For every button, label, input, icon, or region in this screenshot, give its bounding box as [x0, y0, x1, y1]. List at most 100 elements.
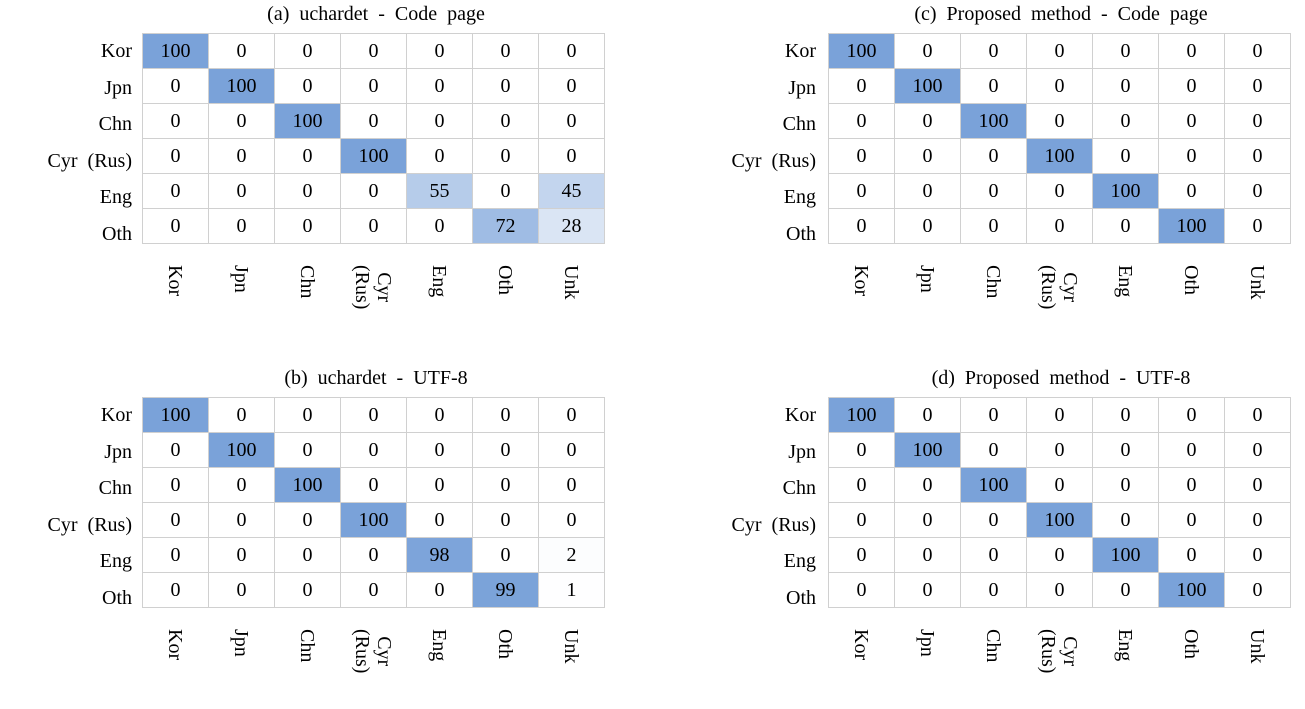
column-label-text: Chn: [982, 629, 1004, 663]
matrix-cell: 0: [538, 397, 605, 433]
matrix-cell: 0: [894, 537, 961, 573]
heatmap-panel-a: (a) uchardet - Code page Kor Jpn Chn Cyr (R…: [0, 0, 640, 345]
row-labels: Kor Jpn Chn Cyr (Rus) Eng Oth: [0, 33, 132, 252]
matrix-cell: 0: [274, 432, 341, 468]
matrix-cell: 0: [1092, 103, 1159, 139]
matrix-row: 0 0 0 0 100 0 0: [828, 173, 1291, 209]
column-label-text: Oth: [1180, 629, 1202, 659]
column-label: Oth: [1158, 265, 1224, 325]
matrix-cell: 0: [1224, 467, 1291, 503]
column-label: Eng: [406, 629, 472, 689]
matrix-row: 0 0 0 100 0 0 0: [828, 138, 1291, 174]
column-label-text: Eng: [1114, 629, 1136, 662]
matrix-row: 0 0 100 0 0 0 0: [828, 467, 1291, 503]
matrix-cell: 0: [406, 467, 473, 503]
matrix-cell: 100: [274, 103, 341, 139]
matrix-cell: 100: [894, 68, 961, 104]
matrix-cell: 0: [340, 572, 407, 608]
matrix-row: 0 0 0 0 0 99 1: [142, 572, 605, 608]
column-label: Kor: [142, 629, 208, 689]
column-labels: Kor Jpn Chn Cyr (Rus) Eng Oth Unk: [828, 629, 1294, 699]
column-label: Chn: [960, 629, 1026, 689]
matrix-cell: 0: [1224, 208, 1291, 244]
matrix-cell: 0: [1026, 467, 1093, 503]
matrix-cell: 0: [1092, 33, 1159, 69]
matrix-cell: 0: [894, 572, 961, 608]
matrix-cell: 0: [1026, 208, 1093, 244]
matrix-cell: 0: [1026, 68, 1093, 104]
row-label: Chn: [98, 477, 132, 499]
column-label: Cyr (Rus): [1026, 265, 1092, 325]
row-label: Cyr (Rus): [47, 513, 132, 536]
panel-title: (a) uchardet - Code page: [267, 3, 485, 25]
matrix-cell: 0: [1158, 397, 1225, 433]
matrix-cell: 0: [340, 397, 407, 433]
matrix-cell: 0: [828, 68, 895, 104]
matrix-row: 0 0 0 0 0 100 0: [828, 572, 1291, 608]
column-label-text: Unk: [560, 629, 582, 664]
matrix-cell: 0: [208, 173, 275, 209]
matrix-cell: 0: [208, 208, 275, 244]
column-label-text: Kor: [850, 265, 872, 297]
row-label: Eng: [783, 186, 816, 208]
row-label: Eng: [99, 186, 132, 208]
matrix-cell: 0: [274, 173, 341, 209]
matrix-cell: 0: [1224, 103, 1291, 139]
matrix-cell: 0: [1026, 103, 1093, 139]
matrix-cell: 100: [1092, 173, 1159, 209]
matrix-cell: 0: [406, 33, 473, 69]
matrix-cell: 0: [1158, 33, 1225, 69]
matrix-cell: 0: [894, 397, 961, 433]
column-label-text: Chn: [296, 629, 318, 663]
matrix-cell: 0: [538, 103, 605, 139]
matrix-cell: 100: [208, 432, 275, 468]
matrix-row: 0 0 0 0 0 100 0: [828, 208, 1291, 244]
matrix-cell: 0: [960, 138, 1027, 174]
matrix-cell: 0: [472, 537, 539, 573]
matrix-row: 0 100 0 0 0 0 0: [828, 432, 1291, 468]
matrix-cell: 0: [828, 537, 895, 573]
matrix-cell: 100: [1158, 572, 1225, 608]
matrix-cell: 100: [340, 138, 407, 174]
matrix-row: 0 100 0 0 0 0 0: [828, 68, 1291, 104]
matrix-row: 0 100 0 0 0 0 0: [142, 68, 605, 104]
matrix-cell: 99: [472, 572, 539, 608]
matrix-cell: 0: [142, 68, 209, 104]
matrix-cell: 0: [142, 173, 209, 209]
matrix-cell: 0: [472, 432, 539, 468]
row-label: Kor: [100, 404, 132, 426]
matrix-cell: 0: [894, 208, 961, 244]
column-label-text: Jpn: [230, 265, 252, 293]
matrix-cell: 1: [538, 572, 605, 608]
row-label: Jpn: [788, 440, 816, 463]
matrix-cell: 0: [894, 33, 961, 69]
column-labels: Kor Jpn Chn Cyr (Rus) Eng Oth Unk: [828, 265, 1294, 335]
matrix-cell: 0: [1224, 173, 1291, 209]
row-labels: Kor Jpn Chn Cyr (Rus) Eng Oth: [660, 397, 816, 616]
matrix-cell: 0: [1224, 537, 1291, 573]
matrix-cell: 0: [274, 397, 341, 433]
column-label-text: Oth: [494, 265, 516, 295]
matrix-cell: 0: [406, 572, 473, 608]
matrix-cell: 0: [1158, 103, 1225, 139]
matrix-cell: 0: [1224, 502, 1291, 538]
matrix-cell: 0: [1224, 33, 1291, 69]
matrix-cell: 0: [208, 138, 275, 174]
matrix-cell: 100: [208, 68, 275, 104]
matrix-cell: 0: [208, 103, 275, 139]
column-label: Oth: [472, 629, 538, 689]
matrix-cell: 0: [1224, 572, 1291, 608]
column-label: Kor: [142, 265, 208, 325]
matrix-cell: 0: [472, 173, 539, 209]
row-label: Kor: [784, 40, 816, 62]
row-label: Jpn: [104, 76, 132, 99]
matrix-cell: 0: [208, 33, 275, 69]
matrix-cell: 0: [1224, 397, 1291, 433]
matrix-cell: 0: [828, 103, 895, 139]
column-label-text: Jpn: [230, 629, 252, 657]
matrix-cell: 0: [274, 33, 341, 69]
matrix-row: 0 0 0 0 98 0 2: [142, 537, 605, 573]
matrix-cell: 0: [1158, 467, 1225, 503]
matrix-cell: 2: [538, 537, 605, 573]
matrix-cell: 0: [1092, 467, 1159, 503]
